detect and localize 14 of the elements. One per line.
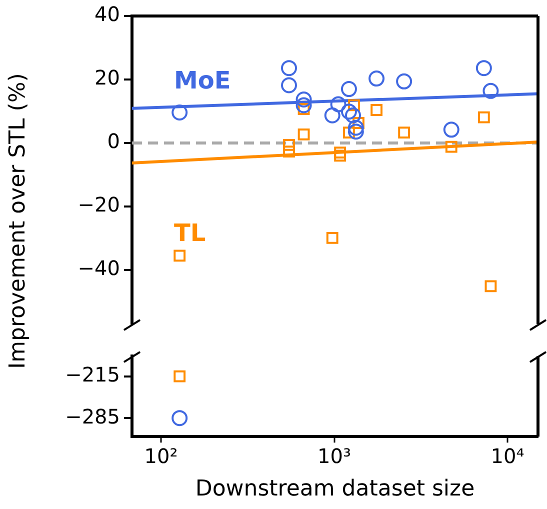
y-tick-label: −285 — [65, 404, 120, 428]
text: TL — [174, 219, 206, 248]
series-label: MoE — [174, 66, 231, 95]
y-axis-title: Improvement over STL (%) — [6, 73, 30, 369]
y-tick-label: −40 — [78, 256, 120, 280]
x-tick-label: 10⁴ — [490, 444, 524, 468]
y-tick-label: −20 — [78, 192, 120, 217]
y-tick-label: 40 — [94, 2, 120, 26]
y-tick-label: −215 — [65, 362, 120, 386]
y-tick-label: 20 — [94, 66, 120, 90]
y-tick-label: 0 — [107, 129, 120, 154]
x-axis-title: Downstream dataset size — [195, 476, 475, 502]
x-tick-label: 10³ — [318, 444, 351, 468]
x-tick-label: 10² — [144, 444, 178, 468]
